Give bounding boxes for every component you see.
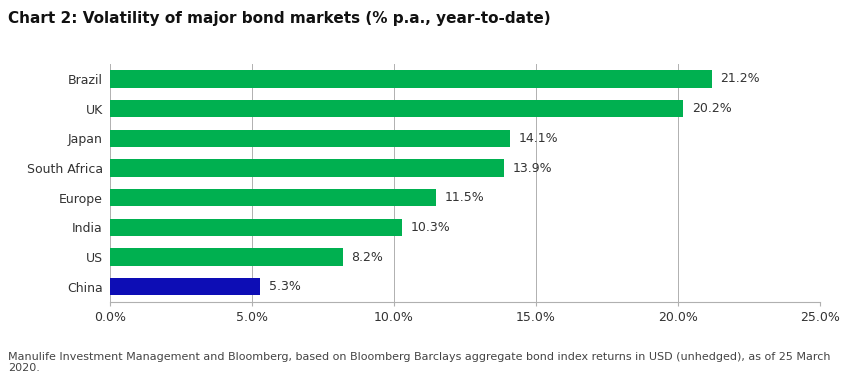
- Bar: [110, 278, 260, 295]
- Bar: [110, 130, 510, 147]
- Text: 14.1%: 14.1%: [518, 132, 558, 145]
- Text: 10.3%: 10.3%: [410, 221, 450, 234]
- Bar: [110, 159, 504, 176]
- Text: 21.2%: 21.2%: [719, 72, 759, 86]
- Text: 8.2%: 8.2%: [351, 251, 382, 264]
- Bar: [110, 219, 402, 236]
- Text: 5.3%: 5.3%: [268, 280, 300, 293]
- Text: 20.2%: 20.2%: [691, 102, 731, 115]
- Bar: [110, 70, 711, 87]
- Bar: [110, 189, 436, 206]
- Text: 13.9%: 13.9%: [512, 161, 552, 175]
- Text: Manulife Investment Management and Bloomberg, based on Bloomberg Barclays aggreg: Manulife Investment Management and Bloom…: [8, 352, 830, 373]
- Text: 11.5%: 11.5%: [444, 191, 484, 204]
- Text: Chart 2: Volatility of major bond markets (% p.a., year-to-date): Chart 2: Volatility of major bond market…: [8, 11, 550, 26]
- Bar: [110, 248, 343, 266]
- Bar: [110, 100, 683, 117]
